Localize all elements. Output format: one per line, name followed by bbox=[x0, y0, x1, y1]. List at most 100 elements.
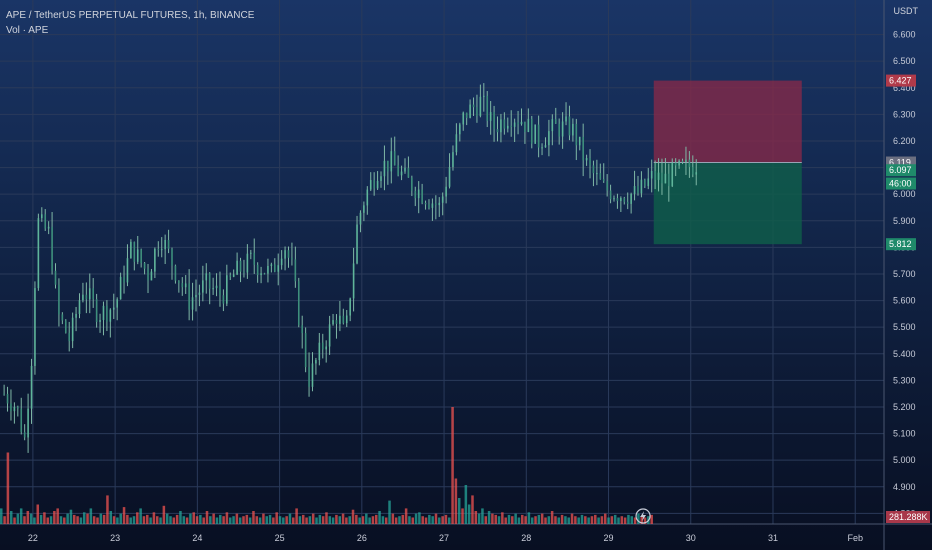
candle-down bbox=[301, 325, 304, 334]
candle-up bbox=[226, 275, 228, 304]
volume-bar bbox=[209, 516, 212, 524]
volume-bar bbox=[212, 513, 215, 524]
candle-up bbox=[75, 313, 77, 318]
volume-bar bbox=[142, 516, 146, 524]
volume-bar bbox=[275, 512, 278, 524]
volume-bar bbox=[112, 516, 116, 524]
candle-down bbox=[681, 160, 684, 163]
volume-bar bbox=[232, 516, 235, 524]
candle-down bbox=[606, 181, 608, 191]
candle-up bbox=[489, 112, 492, 121]
volume-bar bbox=[613, 514, 617, 524]
volume-bar bbox=[414, 513, 418, 524]
candle-down bbox=[472, 104, 475, 108]
volume-bar bbox=[550, 511, 554, 524]
volume-bar bbox=[252, 511, 255, 524]
volume-bar bbox=[39, 514, 43, 524]
candle-up bbox=[37, 218, 40, 289]
symbol-title[interactable]: APE / TetherUS PERPETUAL FUTURES, 1h, BI… bbox=[6, 10, 255, 21]
candle-down bbox=[68, 332, 71, 342]
volume-bar bbox=[574, 516, 577, 524]
price-badge-label: 6.119 bbox=[889, 158, 911, 168]
volume-bar bbox=[534, 516, 537, 524]
price-badge-label: 6.097 bbox=[889, 165, 912, 175]
volume-bar bbox=[554, 516, 557, 524]
candle-down bbox=[167, 239, 170, 249]
candle-up bbox=[102, 305, 105, 321]
volume-bar bbox=[96, 517, 99, 524]
candle-down bbox=[692, 167, 694, 175]
candle-down bbox=[143, 263, 146, 269]
candle-down bbox=[263, 273, 266, 275]
volume-bar bbox=[278, 516, 282, 524]
volume-bar bbox=[205, 511, 209, 524]
candle-up bbox=[431, 203, 434, 208]
candle-down bbox=[575, 123, 578, 146]
volume-bar bbox=[401, 514, 405, 524]
candle-up bbox=[112, 307, 115, 310]
volume-bar bbox=[175, 514, 179, 524]
candle-down bbox=[106, 305, 108, 322]
candle-down bbox=[688, 159, 691, 168]
volume-bar bbox=[149, 517, 152, 524]
candle-up bbox=[380, 176, 382, 181]
candle-down bbox=[407, 167, 410, 178]
candle-up bbox=[198, 292, 201, 295]
volume-bar bbox=[305, 517, 308, 524]
candle-up bbox=[544, 145, 547, 148]
candle-down bbox=[623, 198, 626, 202]
candle-up bbox=[613, 198, 615, 200]
candle-up bbox=[246, 253, 249, 273]
candle-down bbox=[229, 275, 232, 277]
candle-up bbox=[164, 239, 166, 250]
candle-down bbox=[644, 179, 646, 187]
volume-bar bbox=[228, 517, 232, 524]
currency-label[interactable]: USDT bbox=[893, 6, 919, 16]
volume-bar bbox=[295, 508, 298, 524]
y-tick-label: 5.700 bbox=[893, 269, 916, 279]
price-badge bbox=[886, 164, 916, 177]
volume-bar bbox=[650, 514, 653, 524]
volume-bar bbox=[116, 517, 119, 524]
volume-bar bbox=[66, 513, 69, 524]
candle-down bbox=[428, 204, 430, 208]
volume-bar bbox=[451, 407, 454, 524]
candle-down bbox=[503, 119, 506, 129]
volume-bar bbox=[587, 517, 590, 524]
candle-up bbox=[500, 119, 502, 133]
candle-up bbox=[270, 264, 273, 266]
volume-bar bbox=[391, 513, 395, 524]
y-tick-label: 5.000 bbox=[893, 455, 916, 465]
candle-up bbox=[236, 260, 238, 275]
candle-up bbox=[332, 320, 334, 325]
candle-up bbox=[277, 265, 280, 272]
volume-label[interactable]: Vol · APE bbox=[6, 25, 49, 36]
candle-up bbox=[27, 408, 29, 438]
volume-bar bbox=[335, 514, 338, 524]
volume-bar bbox=[169, 516, 172, 524]
candle-up bbox=[116, 299, 118, 308]
candle-down bbox=[188, 283, 190, 310]
volume-bar bbox=[411, 517, 415, 524]
volume-bar bbox=[268, 514, 272, 524]
volume-bar bbox=[594, 514, 597, 524]
volume-bar bbox=[338, 516, 342, 524]
candle-up bbox=[363, 205, 365, 213]
volume-bar bbox=[129, 517, 132, 524]
volume-bar bbox=[189, 513, 192, 524]
candle-up bbox=[250, 252, 252, 254]
volume-bar bbox=[126, 514, 129, 524]
volume-bar bbox=[457, 498, 461, 524]
volume-bar bbox=[384, 517, 388, 524]
volume-bar bbox=[82, 512, 86, 524]
candle-up bbox=[551, 119, 554, 132]
candle-up bbox=[369, 179, 372, 190]
candle-down bbox=[123, 276, 125, 283]
volume-badge-label: 281.288K bbox=[889, 512, 928, 522]
y-tick-label: 6.200 bbox=[893, 136, 916, 146]
volume-bar bbox=[325, 512, 328, 524]
candle-down bbox=[208, 273, 211, 289]
candle-down bbox=[654, 170, 656, 180]
volume-bar bbox=[421, 516, 424, 524]
